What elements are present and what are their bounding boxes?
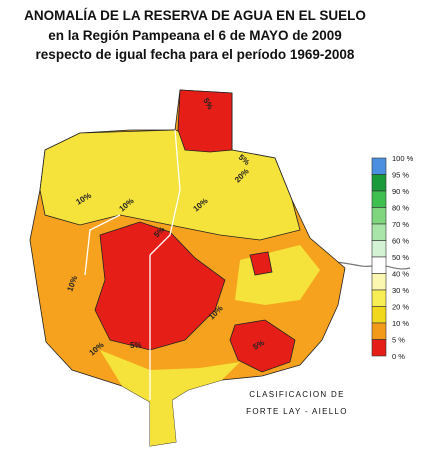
legend-swatch [371, 339, 387, 357]
region [39, 129, 301, 241]
legend-label: 80 % [392, 204, 409, 213]
region [249, 251, 273, 276]
legend-label: 30 % [392, 286, 409, 295]
legend-label: 50 % [392, 253, 409, 262]
map: 5%5%10% 10%20%10%5%10%10%5%5%10% [29, 89, 411, 447]
legend-label: 40 % [392, 270, 409, 279]
border [84, 129, 181, 400]
legend-swatch [371, 223, 387, 241]
legend-swatch [371, 240, 387, 258]
title-line: en la Región Pampeana el 6 de MAYO de 20… [48, 28, 342, 43]
classification-line: FORTE LAY - AIELLO [246, 407, 348, 416]
legend-label: 95 % [392, 171, 409, 180]
legend-swatch [371, 322, 387, 340]
legend-label: 10 % [392, 319, 409, 328]
region [100, 350, 240, 446]
legend-swatch [371, 157, 387, 175]
legend-swatch [371, 306, 387, 324]
title-line: ANOMALÍA DE LA RESERVA DE AGUA EN EL SUE… [24, 8, 366, 23]
legend-swatch [371, 190, 387, 208]
region [94, 221, 226, 351]
title-line: respecto de igual fecha para el período … [36, 47, 355, 62]
legend-swatch [371, 174, 387, 192]
legend-swatch [371, 273, 387, 291]
contour-label: 5% [130, 341, 142, 350]
legend-label: 70 % [392, 220, 409, 229]
legend-label: 20 % [392, 303, 409, 312]
legend-swatch [371, 289, 387, 307]
region [177, 89, 233, 153]
legend-swatch [371, 256, 387, 274]
legend-swatch [371, 207, 387, 225]
legend-label: 0 % [392, 352, 405, 361]
classification: CLASIFICACION DE FORTE LAY - AIELLO [246, 390, 348, 416]
legend-label: 5 % [392, 336, 405, 345]
region [229, 319, 296, 373]
legend-label: 60 % [392, 237, 409, 246]
legend: 100 % 95 % 90 % 80 % 70 % 60 % 50 % 40 % 30 % 20 … [371, 154, 414, 361]
legend-label: 100 % [392, 154, 414, 163]
title-block: ANOMALÍA DE LA RESERVA DE AGUA EN EL SUE… [24, 8, 366, 62]
legend-label: 90 % [392, 187, 409, 196]
classification-line: CLASIFICACION DE [249, 390, 344, 399]
